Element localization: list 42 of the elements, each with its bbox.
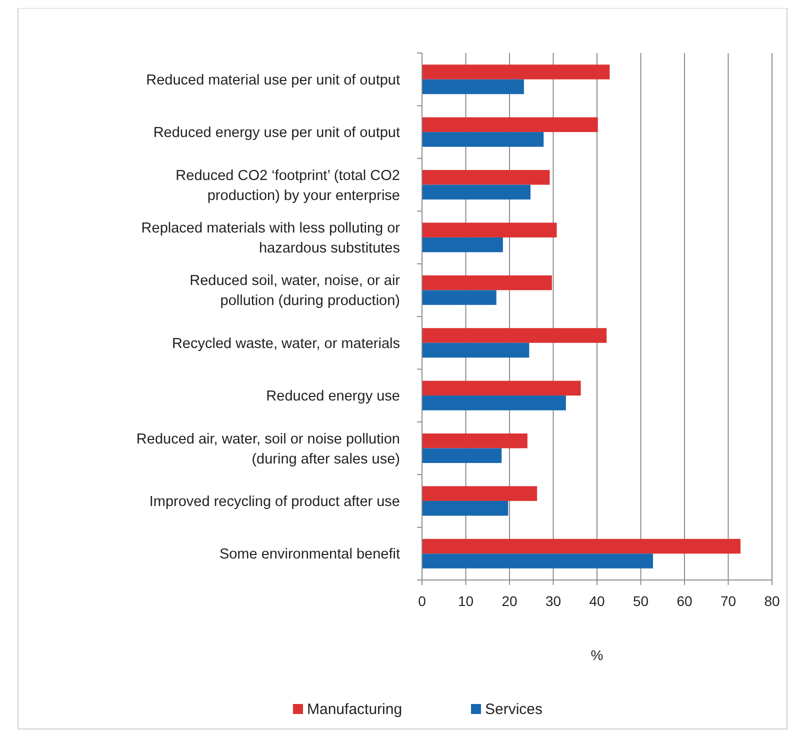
y-tick-label: Improved recycling of product after use	[149, 494, 400, 510]
x-tick-label: 70	[720, 593, 736, 609]
bar	[422, 64, 610, 80]
x-tick-label: 30	[545, 593, 562, 609]
bar	[422, 554, 653, 568]
y-tick-label: Reduced material use per unit of output	[146, 72, 400, 88]
x-tick-label: 20	[502, 593, 518, 609]
x-tick-label: 0	[418, 593, 426, 609]
x-tick-label: 50	[632, 593, 649, 609]
bar	[422, 486, 538, 501]
x-tick-label: 80	[764, 593, 780, 609]
y-tick-label: Reduced air, water, soil or noise pollution (during after sales use)	[136, 431, 400, 468]
bar	[422, 448, 502, 464]
bar	[422, 184, 530, 200]
bar	[422, 328, 607, 343]
legend-label: Services	[485, 701, 543, 718]
bar	[422, 396, 566, 410]
legend-label: Manufacturing	[307, 701, 402, 718]
x-tick-label: 60	[676, 593, 692, 609]
bar	[422, 290, 496, 305]
bar	[422, 237, 503, 252]
bar	[422, 79, 524, 94]
x-tick-label: 40	[589, 593, 605, 609]
bar	[422, 275, 552, 290]
bar	[422, 538, 740, 554]
y-tick-label: Recycled waste, water, or materials	[172, 336, 400, 352]
bar	[422, 380, 581, 396]
y-tick-label: Replaced materials with less polluting or hazardous substitutes	[141, 220, 400, 256]
bar	[422, 222, 557, 238]
bar	[422, 433, 528, 448]
x-axis-title: %	[590, 647, 604, 663]
bar	[422, 342, 530, 358]
y-tick-label: Reduced energy use per unit of output	[153, 125, 400, 142]
y-tick-label: Reduced CO2 ‘footprint’ (total CO2 production) by your enterprise	[176, 168, 400, 204]
bar	[422, 117, 598, 132]
x-tick-label: 10	[458, 593, 474, 609]
y-tick-label: Reduced soil, water, noise, or air pollution (during production)	[190, 273, 400, 310]
y-tick-label: Reduced energy use	[266, 388, 400, 405]
y-tick-label: Some environmental benefit	[219, 546, 400, 563]
bar	[422, 132, 544, 147]
bar	[422, 170, 550, 185]
bar	[422, 500, 508, 516]
